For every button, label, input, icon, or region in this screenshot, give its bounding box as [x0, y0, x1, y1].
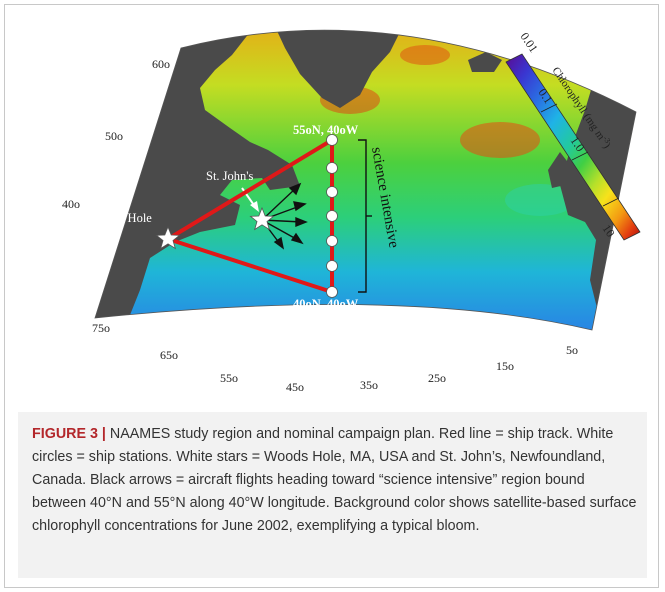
map-panel: [95, 30, 636, 330]
aircraft-arrowhead: [295, 216, 308, 228]
lon-label-65: 65o: [160, 348, 178, 362]
caption-text: NAAMES study region and nominal campaign…: [32, 426, 637, 534]
ship-stations: [326, 134, 338, 298]
ship-station: [326, 210, 338, 222]
land-british-isles: [548, 152, 570, 188]
aircraft-arrow: [261, 219, 299, 241]
south-station-label: 40oN, 40oW: [293, 297, 359, 311]
colorbar-tick-0.01: 0.01: [518, 30, 541, 55]
ship-station: [326, 235, 338, 247]
lat-label-40: 40o: [62, 197, 80, 211]
colorbar-tick-1.0: 1.0: [568, 134, 588, 154]
lon-label-55: 55o: [220, 371, 238, 385]
ship-station: [326, 162, 338, 174]
land-iceland: [468, 52, 502, 72]
woods-hole-star: [155, 225, 181, 250]
st-johns-label: St. John's: [206, 169, 254, 183]
caption-separator: |: [97, 426, 110, 442]
figure-label: FIGURE 3: [32, 426, 98, 442]
figure-caption: FIGURE 3 | NAAMES study region and nomin…: [32, 423, 637, 538]
map-border: [94, 29, 637, 331]
aircraft-arrowhead: [293, 201, 307, 212]
aircraft-arrowhead: [290, 232, 304, 245]
lon-label-35: 35o: [360, 378, 378, 392]
ship-station: [326, 186, 338, 198]
lon-label-15: 15o: [496, 359, 514, 373]
colorbar-tick-0.1: 0.1: [536, 86, 556, 106]
lon-label-45: 45o: [286, 380, 304, 394]
caption-box: FIGURE 3 | NAAMES study region and nomin…: [18, 412, 647, 578]
aircraft-arrow: [261, 187, 297, 221]
ship-station: [326, 134, 338, 146]
colorbar-gradient: [505, 53, 641, 241]
north-station-label: 55oN, 40oW: [293, 123, 359, 137]
lat-label-50: 50o: [105, 129, 123, 143]
lon-label-75: 75o: [92, 321, 110, 335]
ship-station: [326, 260, 338, 272]
land-greenland: [268, 30, 400, 108]
aircraft-arrowhead: [273, 236, 285, 250]
lon-label-25: 25o: [428, 371, 446, 385]
woods-hole-label: Woods Hole: [90, 211, 152, 225]
lon-label-5: 5o: [566, 343, 578, 357]
ship-station: [326, 286, 338, 298]
naames-map: 60o 50o 40o 75o 65o 55o 45o 35o 25o 15o …: [62, 29, 641, 394]
lat-label-60: 60o: [152, 57, 170, 71]
st-johns-star: [249, 206, 275, 231]
aircraft-arrowhead: [288, 182, 302, 196]
